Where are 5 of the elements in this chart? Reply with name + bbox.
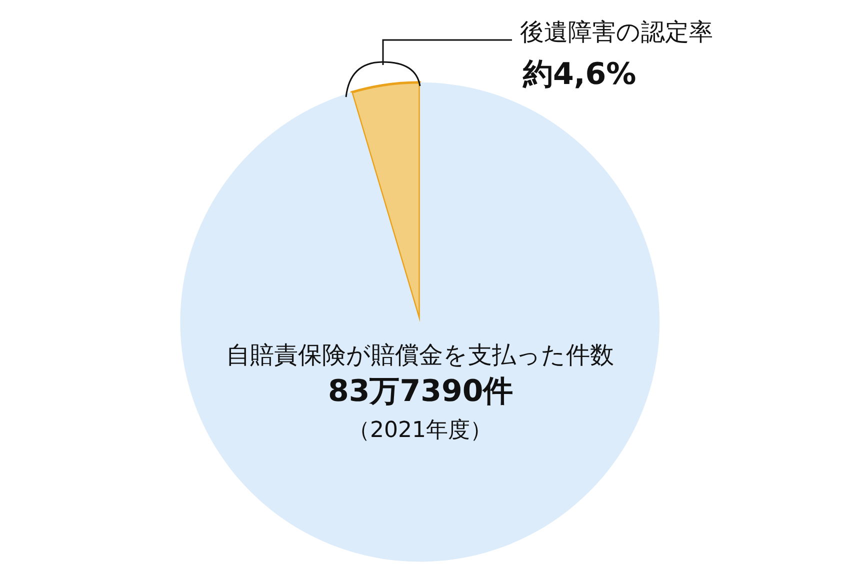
slice-label: 自賠責保険が賠償金を支払った件数 [226,341,614,369]
text: 83万7390件 [328,374,514,409]
slice-label: 後遺障害の認定率 [520,18,713,46]
data-label: 約4,6% [522,57,636,92]
text: （2021年度） [348,418,492,443]
